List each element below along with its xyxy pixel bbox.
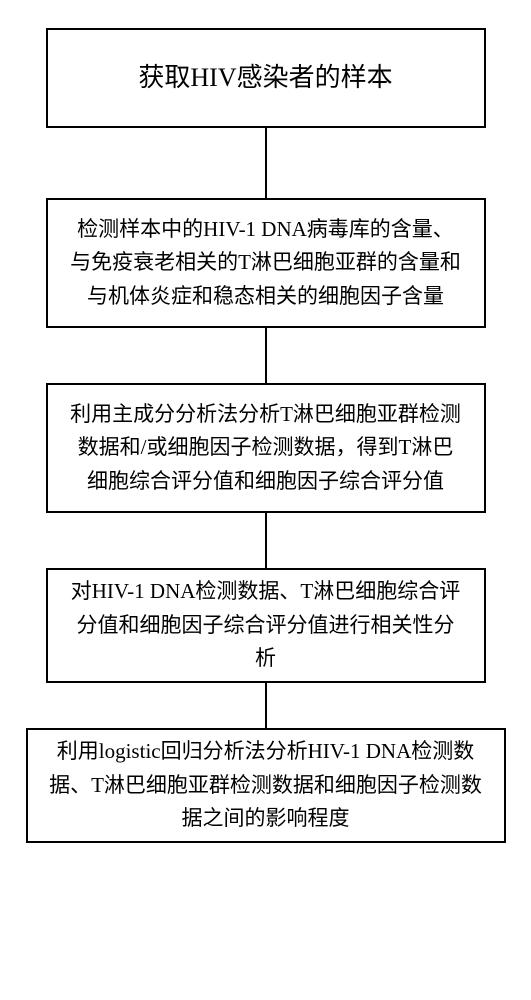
step-text: 获取HIV感染者的样本 bbox=[138, 57, 392, 99]
flowchart-step-4: 对HIV-1 DNA检测数据、T淋巴细胞综合评分值和细胞因子综合评分值进行相关性… bbox=[46, 568, 486, 683]
flowchart-step-3: 利用主成分分析法分析T淋巴细胞亚群检测数据和/或细胞因子检测数据，得到T淋巴细胞… bbox=[46, 383, 486, 513]
step-text: 检测样本中的HIV-1 DNA病毒库的含量、与免疫衰老相关的T淋巴细胞亚群的含量… bbox=[68, 213, 464, 314]
flowchart-step-2: 检测样本中的HIV-1 DNA病毒库的含量、与免疫衰老相关的T淋巴细胞亚群的含量… bbox=[46, 198, 486, 328]
flowchart-step-5: 利用logistic回归分析法分析HIV-1 DNA检测数据、T淋巴细胞亚群检测… bbox=[26, 728, 506, 843]
step-text: 利用主成分分析法分析T淋巴细胞亚群检测数据和/或细胞因子检测数据，得到T淋巴细胞… bbox=[68, 398, 464, 499]
flowchart-step-1: 获取HIV感染者的样本 bbox=[46, 28, 486, 128]
connector-3 bbox=[265, 513, 267, 568]
connector-4 bbox=[265, 683, 267, 728]
connector-1 bbox=[265, 128, 267, 198]
step-text: 对HIV-1 DNA检测数据、T淋巴细胞综合评分值和细胞因子综合评分值进行相关性… bbox=[68, 575, 464, 676]
flowchart-container: 获取HIV感染者的样本 检测样本中的HIV-1 DNA病毒库的含量、与免疫衰老相… bbox=[0, 0, 531, 843]
connector-2 bbox=[265, 328, 267, 383]
step-text: 利用logistic回归分析法分析HIV-1 DNA检测数据、T淋巴细胞亚群检测… bbox=[48, 735, 484, 836]
